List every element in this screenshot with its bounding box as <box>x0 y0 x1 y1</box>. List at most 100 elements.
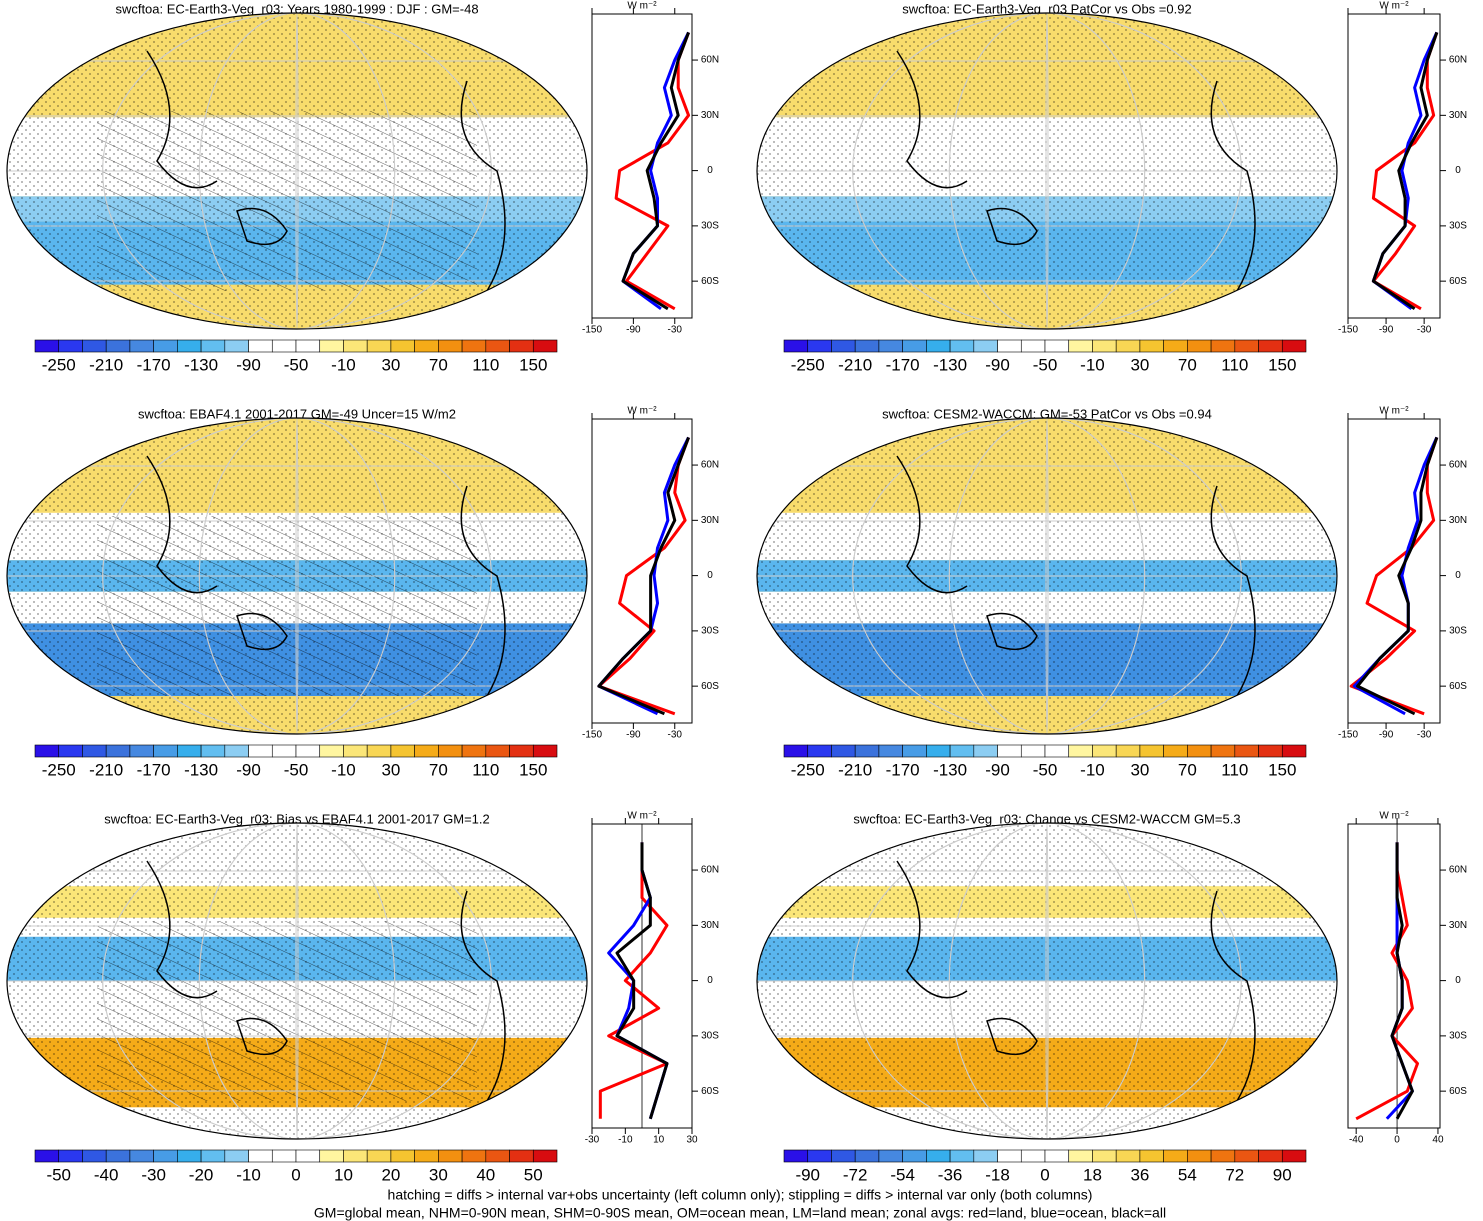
colorbar-box <box>1210 1149 1236 1163</box>
colorbar-label: 70 <box>429 760 448 779</box>
graticule <box>198 13 396 329</box>
graticule <box>295 823 299 1139</box>
colorbar-box <box>58 744 83 758</box>
coastline <box>896 860 1256 1102</box>
colorbar-box <box>485 1149 510 1163</box>
map <box>757 13 1337 329</box>
graticule <box>295 418 299 734</box>
x-tick-label: 30 <box>686 1135 698 1146</box>
colorbar-box <box>224 744 249 758</box>
y-tick-label: 60N <box>1449 865 1467 876</box>
colorbar-label: -36 <box>938 1165 963 1184</box>
profile-unit: W m⁻² <box>627 1 657 12</box>
colorbar-label: 150 <box>519 355 547 374</box>
y-tick-label: 30N <box>1449 920 1467 931</box>
colorbar-box <box>1044 1149 1070 1163</box>
colorbar-label: -10 <box>1080 760 1105 779</box>
x-tick-label: -30 <box>585 1135 600 1146</box>
colorbar-box <box>1187 1149 1212 1163</box>
y-tick-label: 0 <box>1455 570 1461 581</box>
x-tick-label: 40 <box>1432 1135 1444 1146</box>
colorbar-label: -250 <box>42 355 76 374</box>
colorbar-label: 10 <box>334 1165 353 1184</box>
colorbar-box <box>509 744 534 758</box>
colorbar-box <box>438 744 463 758</box>
colorbar-box <box>1020 1149 1046 1163</box>
panel-title: swcftoa: EC-Earth3-Veg_r03 PatCor vs Obs… <box>902 1 1191 16</box>
graticule <box>1045 418 1049 734</box>
colorbar-label: -50 <box>1033 355 1058 374</box>
y-tick-label: 30S <box>1449 626 1467 637</box>
colorbar-label: 70 <box>1178 355 1197 374</box>
colorbar-box <box>807 744 832 758</box>
zonal-line <box>1371 31 1439 311</box>
colorbar-label: 72 <box>1225 1165 1244 1184</box>
y-tick-label: 0 <box>1455 165 1461 176</box>
colorbar-label: 110 <box>1221 355 1248 374</box>
colorbar-box <box>1163 744 1188 758</box>
colorbar-box <box>1068 1149 1093 1163</box>
colorbar-label: 150 <box>519 760 547 779</box>
y-tick-label: 60N <box>701 55 719 66</box>
colorbar-box <box>1020 339 1046 353</box>
colorbar-box <box>200 339 226 353</box>
colorbar-box <box>224 1149 249 1163</box>
colorbar-box <box>1258 744 1283 758</box>
x-tick-label: 10 <box>653 1135 665 1146</box>
colorbar-box <box>248 339 273 353</box>
graticule <box>852 418 1242 734</box>
colorbar-label: -130 <box>184 760 218 779</box>
map <box>7 823 587 1139</box>
colorbar-box <box>807 339 832 353</box>
coastline <box>146 860 506 1102</box>
colorbar-box <box>177 1149 202 1163</box>
panel-title: swcftoa: EBAF4.1 2001-2017 GM=-49 Uncer=… <box>138 406 456 421</box>
colorbar-label: -90 <box>985 760 1010 779</box>
colorbar-label: -130 <box>933 355 967 374</box>
colorbar-box <box>997 339 1022 353</box>
profile-frame <box>1347 823 1441 1129</box>
colorbar-label: -90 <box>795 1165 820 1184</box>
graticule <box>198 823 396 1139</box>
colorbar-label: 70 <box>1178 760 1197 779</box>
x-tick-label: -90 <box>1379 325 1394 336</box>
hatching <box>97 921 477 1101</box>
x-tick-label: -40 <box>1349 1135 1364 1146</box>
colorbar-label: -90 <box>985 355 1010 374</box>
colorbar-box <box>807 1149 832 1163</box>
colorbar-box <box>1092 1149 1117 1163</box>
colorbar-box <box>343 1149 368 1163</box>
graticule <box>102 823 492 1139</box>
profile-unit: W m⁻² <box>1379 1 1409 12</box>
colorbar-box <box>783 339 809 353</box>
colorbar-box <box>926 1149 951 1163</box>
y-tick-label: 0 <box>707 975 713 986</box>
colorbar-label: -170 <box>886 355 920 374</box>
colorbar-box <box>295 1149 321 1163</box>
y-tick-label: 60S <box>1449 1086 1467 1097</box>
panel-title: swcftoa: EC-Earth3-Veg_r03: Years 1980-1… <box>115 1 478 16</box>
zonal-line <box>621 31 690 311</box>
colorbar-label: -50 <box>46 1165 71 1184</box>
y-tick-label: 30N <box>1449 110 1467 121</box>
colorbar-box <box>1281 1149 1307 1163</box>
colorbar-box <box>532 339 558 353</box>
x-tick-label: -90 <box>626 730 641 741</box>
colorbar-box <box>153 744 178 758</box>
colorbar-box <box>1139 339 1164 353</box>
colorbar-box <box>509 1149 534 1163</box>
zonal-line <box>1390 842 1414 1120</box>
colorbar-box <box>319 744 344 758</box>
colorbar-label: -10 <box>1080 355 1105 374</box>
y-tick-label: 60N <box>1449 460 1467 471</box>
y-tick-label: 60S <box>701 681 719 692</box>
colorbar-box <box>783 744 809 758</box>
colorbar-label: -250 <box>42 760 76 779</box>
colorbar-box <box>343 744 368 758</box>
y-tick-label: 30N <box>701 920 719 931</box>
colorbar-box <box>783 1149 809 1163</box>
colorbar-box <box>878 339 903 353</box>
colorbar-box <box>854 339 880 353</box>
colorbar-box <box>532 1149 558 1163</box>
colorbar-label: 30 <box>381 760 400 779</box>
